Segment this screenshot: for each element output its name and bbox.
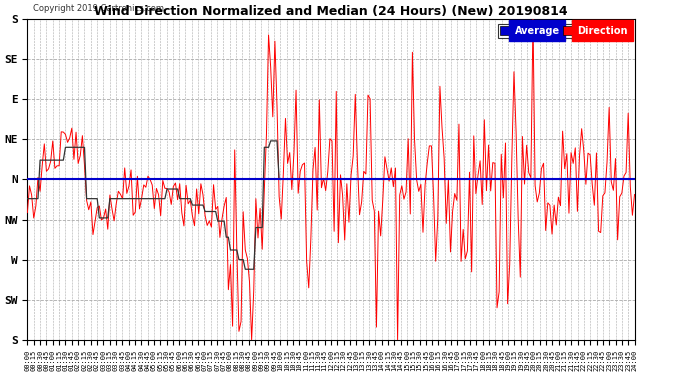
Text: Copyright 2019 Cartronics.com: Copyright 2019 Cartronics.com <box>33 3 164 12</box>
Legend: Average, Direction: Average, Direction <box>498 24 630 38</box>
Title: Wind Direction Normalized and Median (24 Hours) (New) 20190814: Wind Direction Normalized and Median (24… <box>94 5 568 18</box>
